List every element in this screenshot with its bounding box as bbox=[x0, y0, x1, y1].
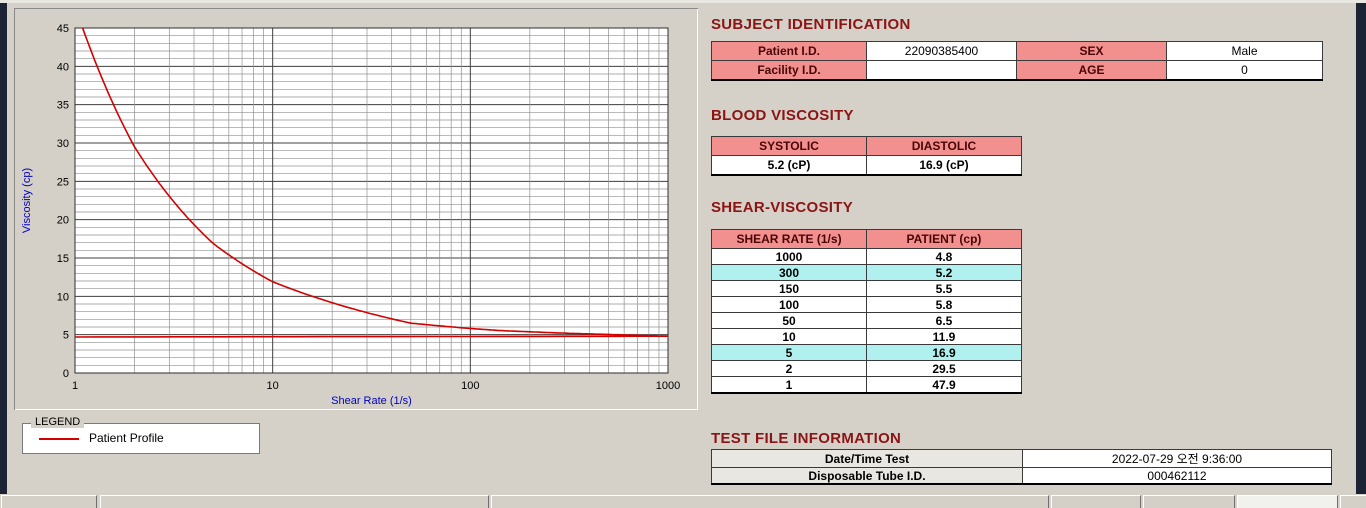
shear-viscosity-table: SHEAR RATE (1/s) PATIENT (cp) 1000 4.8 300… bbox=[711, 229, 1022, 394]
chart-legend: LEGEND Patient Profile bbox=[22, 416, 260, 454]
taskbar-item[interactable] bbox=[1051, 495, 1141, 508]
patient-viscosity-cell: 47.9 bbox=[866, 376, 1022, 394]
taskbar-item[interactable] bbox=[491, 495, 1049, 508]
shear-viscosity-row: 10 11.9 bbox=[711, 328, 1022, 345]
patient-viscosity-cell: 29.5 bbox=[866, 360, 1022, 377]
shear-rate-cell: 5 bbox=[711, 344, 867, 361]
svg-text:Shear Rate (1/s): Shear Rate (1/s) bbox=[331, 395, 412, 407]
svg-text:40: 40 bbox=[57, 61, 69, 73]
svg-text:45: 45 bbox=[57, 23, 69, 35]
shear-viscosity-header-row: SHEAR RATE (1/s) PATIENT (cp) bbox=[711, 229, 1022, 249]
svg-text:35: 35 bbox=[57, 100, 69, 112]
screen-edge-left bbox=[0, 3, 7, 494]
date-time-test-label: Date/Time Test bbox=[711, 449, 1023, 468]
age-label: AGE bbox=[1016, 60, 1167, 81]
report-panel: SUBJECT IDENTIFICATION Patient I.D. 2209… bbox=[711, 0, 1359, 508]
date-time-test-value: 2022-07-29 오전 9:36:00 bbox=[1022, 449, 1332, 468]
test-file-row: Disposable Tube I.D. 000462112 bbox=[711, 467, 1332, 485]
test-file-row: Date/Time Test 2022-07-29 오전 9:36:00 bbox=[711, 449, 1332, 468]
shear-rate-cell: 1000 bbox=[711, 248, 867, 265]
patient-viscosity-cell: 5.2 bbox=[866, 264, 1022, 281]
svg-text:100: 100 bbox=[461, 380, 479, 392]
svg-text:0: 0 bbox=[63, 368, 69, 380]
shear-viscosity-body: SHEAR RATE (1/s) PATIENT (cp) 1000 4.8 300… bbox=[711, 229, 1022, 394]
taskbar-item[interactable] bbox=[100, 495, 489, 508]
svg-text:15: 15 bbox=[57, 253, 69, 265]
patient-cp-header: PATIENT (cp) bbox=[866, 229, 1022, 249]
diastolic-header: DIASTOLIC bbox=[866, 136, 1022, 156]
shear-rate-cell: 2 bbox=[711, 360, 867, 377]
screen-edge-right bbox=[1356, 3, 1366, 494]
svg-text:30: 30 bbox=[57, 138, 69, 150]
svg-text:20: 20 bbox=[57, 215, 69, 227]
shear-viscosity-row: 150 5.5 bbox=[711, 280, 1022, 297]
shear-rate-cell: 1 bbox=[711, 376, 867, 394]
test-file-information-title: TEST FILE INFORMATION bbox=[711, 430, 902, 447]
patient-viscosity-cell: 11.9 bbox=[866, 328, 1022, 345]
disposable-tube-id-label: Disposable Tube I.D. bbox=[711, 467, 1023, 485]
svg-text:5: 5 bbox=[63, 330, 69, 342]
shear-viscosity-row: 300 5.2 bbox=[711, 264, 1022, 281]
window-top-edge bbox=[0, 0, 1366, 3]
taskbar-tray[interactable] bbox=[1237, 495, 1338, 508]
shear-viscosity-row: 2 29.5 bbox=[711, 360, 1022, 377]
subject-identification-title: SUBJECT IDENTIFICATION bbox=[711, 16, 911, 33]
sex-value: Male bbox=[1166, 41, 1323, 61]
shear-rate-cell: 150 bbox=[711, 280, 867, 297]
blood-viscosity-table: SYSTOLIC DIASTOLIC 5.2 (cP) 16.9 (cP) bbox=[711, 136, 1022, 176]
diastolic-value: 16.9 (cP) bbox=[866, 155, 1022, 176]
svg-text:10: 10 bbox=[57, 291, 69, 303]
shear-rate-header: SHEAR RATE (1/s) bbox=[711, 229, 867, 249]
facility-id-value bbox=[866, 60, 1017, 81]
taskbar-item[interactable] bbox=[1, 495, 97, 508]
shear-rate-cell: 10 bbox=[711, 328, 867, 345]
patient-profile-line-sample bbox=[39, 438, 79, 440]
blood-viscosity-title: BLOOD VISCOSITY bbox=[711, 107, 854, 124]
svg-text:1000: 1000 bbox=[656, 380, 680, 392]
systolic-value: 5.2 (cP) bbox=[711, 155, 867, 176]
systolic-header: SYSTOLIC bbox=[711, 136, 867, 156]
shear-viscosity-row: 5 16.9 bbox=[711, 344, 1022, 361]
shear-viscosity-row: 50 6.5 bbox=[711, 312, 1022, 329]
patient-id-value: 22090385400 bbox=[866, 41, 1017, 61]
shear-viscosity-chart: 0 5 10 15 20 25 30 35 40 45 1 10 100 1000 Shear Rate (… bbox=[21, 23, 680, 407]
shear-viscosity-row: 1 47.9 bbox=[711, 376, 1022, 394]
shear-rate-cell: 50 bbox=[711, 312, 867, 329]
shear-viscosity-row: 100 5.8 bbox=[711, 296, 1022, 313]
svg-text:Viscosity (cp): Viscosity (cp) bbox=[21, 168, 33, 233]
patient-viscosity-cell: 5.8 bbox=[866, 296, 1022, 313]
patient-id-label: Patient I.D. bbox=[711, 41, 867, 61]
patient-viscosity-cell: 5.5 bbox=[866, 280, 1022, 297]
patient-viscosity-cell: 6.5 bbox=[866, 312, 1022, 329]
subject-identification-table: Patient I.D. 22090385400 SEX Male Facili… bbox=[711, 41, 1323, 81]
patient-viscosity-cell: 16.9 bbox=[866, 344, 1022, 361]
taskbar-item[interactable] bbox=[1143, 495, 1235, 508]
sex-label: SEX bbox=[1016, 41, 1167, 61]
age-value: 0 bbox=[1166, 60, 1323, 81]
viscosity-chart-panel: 0 5 10 15 20 25 30 35 40 45 1 10 100 1000 Shear Rate (… bbox=[14, 8, 698, 410]
taskbar-item[interactable] bbox=[1340, 495, 1366, 508]
shear-viscosity-row: 1000 4.8 bbox=[711, 248, 1022, 265]
legend-title: LEGEND bbox=[31, 416, 85, 428]
subject-row: Patient I.D. 22090385400 SEX Male bbox=[711, 41, 1323, 61]
patient-viscosity-cell: 4.8 bbox=[866, 248, 1022, 265]
svg-text:10: 10 bbox=[267, 380, 279, 392]
legend-item-label: Patient Profile bbox=[89, 431, 164, 445]
shear-rate-cell: 300 bbox=[711, 264, 867, 281]
facility-id-label: Facility I.D. bbox=[711, 60, 867, 81]
disposable-tube-id-value: 000462112 bbox=[1022, 467, 1332, 485]
test-file-information-table: Date/Time Test 2022-07-29 오전 9:36:00 Dis… bbox=[711, 449, 1332, 485]
shear-rate-cell: 100 bbox=[711, 296, 867, 313]
blood-viscosity-value-row: 5.2 (cP) 16.9 (cP) bbox=[711, 155, 1022, 176]
shear-viscosity-title: SHEAR-VISCOSITY bbox=[711, 199, 854, 216]
blood-viscosity-header-row: SYSTOLIC DIASTOLIC bbox=[711, 136, 1022, 156]
subject-row: Facility I.D. AGE 0 bbox=[711, 60, 1323, 81]
svg-text:1: 1 bbox=[72, 380, 78, 392]
svg-text:25: 25 bbox=[57, 176, 69, 188]
